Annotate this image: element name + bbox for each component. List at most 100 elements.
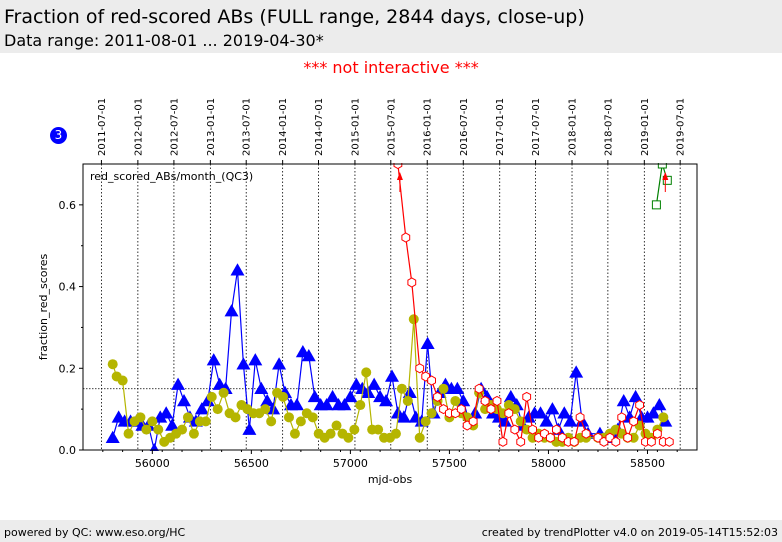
data-point (635, 400, 644, 411)
data-point (177, 424, 188, 435)
data-point (153, 424, 164, 435)
date-axis: 2011-07-01 2012-01-01 2012-07-01 2013-01-01… (97, 98, 687, 164)
data-point (468, 416, 478, 427)
data-point (218, 387, 229, 398)
date-tick-label: 2013-07-01 (242, 98, 253, 156)
data-point (307, 389, 322, 403)
data-point (289, 398, 304, 411)
data-point (575, 412, 585, 423)
data-point (212, 404, 223, 415)
instance-badge: 3 (50, 127, 67, 144)
data-point (498, 436, 508, 447)
plot-frame (82, 163, 698, 451)
footer: powered by QC: www.eso.org/HC created by… (0, 520, 782, 542)
data-point (278, 391, 289, 402)
data-point (295, 416, 306, 427)
data-point (503, 389, 518, 403)
data-point (433, 391, 442, 402)
data-point (647, 436, 656, 447)
data-point (107, 359, 118, 370)
data-point (182, 412, 193, 423)
x-tick-label: 56500 (234, 457, 269, 470)
data-point (390, 428, 401, 439)
date-tick-label: 2018-07-01 (603, 98, 614, 156)
data-point (171, 377, 186, 390)
data-point (492, 395, 502, 407)
data-point (248, 353, 263, 366)
x-tick-label: 57500 (432, 457, 467, 470)
data-point (516, 436, 526, 447)
data-point (194, 402, 209, 415)
data-point (343, 389, 358, 403)
data-point (206, 353, 221, 366)
data-point (349, 424, 360, 435)
footer-powered-by: powered by QC: www.eso.org/HC (4, 526, 186, 539)
data-point (427, 375, 436, 386)
y-tick-label: 0.2 (59, 362, 77, 375)
data-point (611, 436, 621, 447)
data-point (165, 418, 180, 431)
x-tick-label: 58000 (531, 457, 566, 470)
data-point (147, 416, 158, 427)
data-point (319, 398, 334, 411)
date-tick-label: 2017-07-01 (531, 98, 542, 156)
data-point (402, 385, 417, 399)
data-point (539, 414, 554, 427)
date-tick-label: 2016-01-01 (423, 98, 434, 156)
y-axis: 0.0 0.2 0.4 0.6 (59, 199, 83, 457)
data-point (408, 314, 419, 325)
date-tick-label: 2012-07-01 (169, 98, 180, 156)
y-tick-label: 0.0 (59, 444, 77, 457)
date-tick-label: 2011-07-01 (97, 98, 108, 156)
data-point (546, 432, 555, 443)
data-point (533, 406, 548, 419)
data-point (149, 443, 159, 451)
not-interactive-notice: *** not interactive *** (303, 58, 479, 77)
data-point (480, 395, 490, 407)
data-point (200, 416, 211, 427)
data-point (497, 414, 512, 427)
data-point (569, 436, 579, 447)
data-point (200, 393, 215, 407)
x-tick-label: 57000 (333, 457, 368, 470)
data-point (569, 365, 584, 378)
date-tick-label: 2014-07-01 (314, 98, 325, 156)
plot-annotation: red_scored_ABs/month_(QC3) (90, 170, 253, 183)
data-point (230, 412, 241, 423)
data-point (563, 414, 578, 427)
data-point (361, 367, 372, 378)
data-point (337, 398, 352, 411)
data-point (260, 404, 271, 415)
data-point (283, 412, 294, 423)
data-point (272, 357, 287, 370)
data-point (301, 349, 316, 362)
data-point (474, 383, 484, 394)
data-point (331, 420, 342, 431)
data-point (407, 277, 417, 288)
data-point (664, 436, 674, 447)
data-point (396, 383, 407, 394)
data-point (159, 406, 174, 419)
data-point (651, 200, 661, 210)
data-point (415, 363, 425, 374)
series-layer (105, 163, 674, 451)
date-tick-label: 2012-01-01 (133, 98, 144, 156)
y-axis-label: fraction_red_scores (37, 253, 50, 360)
data-point (438, 383, 449, 394)
data-point (384, 369, 399, 382)
data-point (456, 404, 466, 415)
data-point (646, 406, 661, 419)
data-point (289, 428, 300, 439)
data-point (325, 428, 336, 439)
data-point (581, 428, 591, 439)
x-axis-label: mjd-obs (368, 473, 413, 486)
data-point (343, 432, 354, 443)
data-range-subtitle: Data range: 2011-08-01 ... 2019-04-30* (4, 31, 324, 50)
x-tick-label: 58500 (630, 457, 665, 470)
data-point (254, 381, 269, 394)
date-tick-label: 2015-01-01 (350, 98, 361, 156)
date-tick-label: 2015-07-01 (386, 98, 397, 156)
data-point (414, 432, 425, 443)
data-point (658, 412, 669, 423)
data-point (373, 424, 384, 435)
